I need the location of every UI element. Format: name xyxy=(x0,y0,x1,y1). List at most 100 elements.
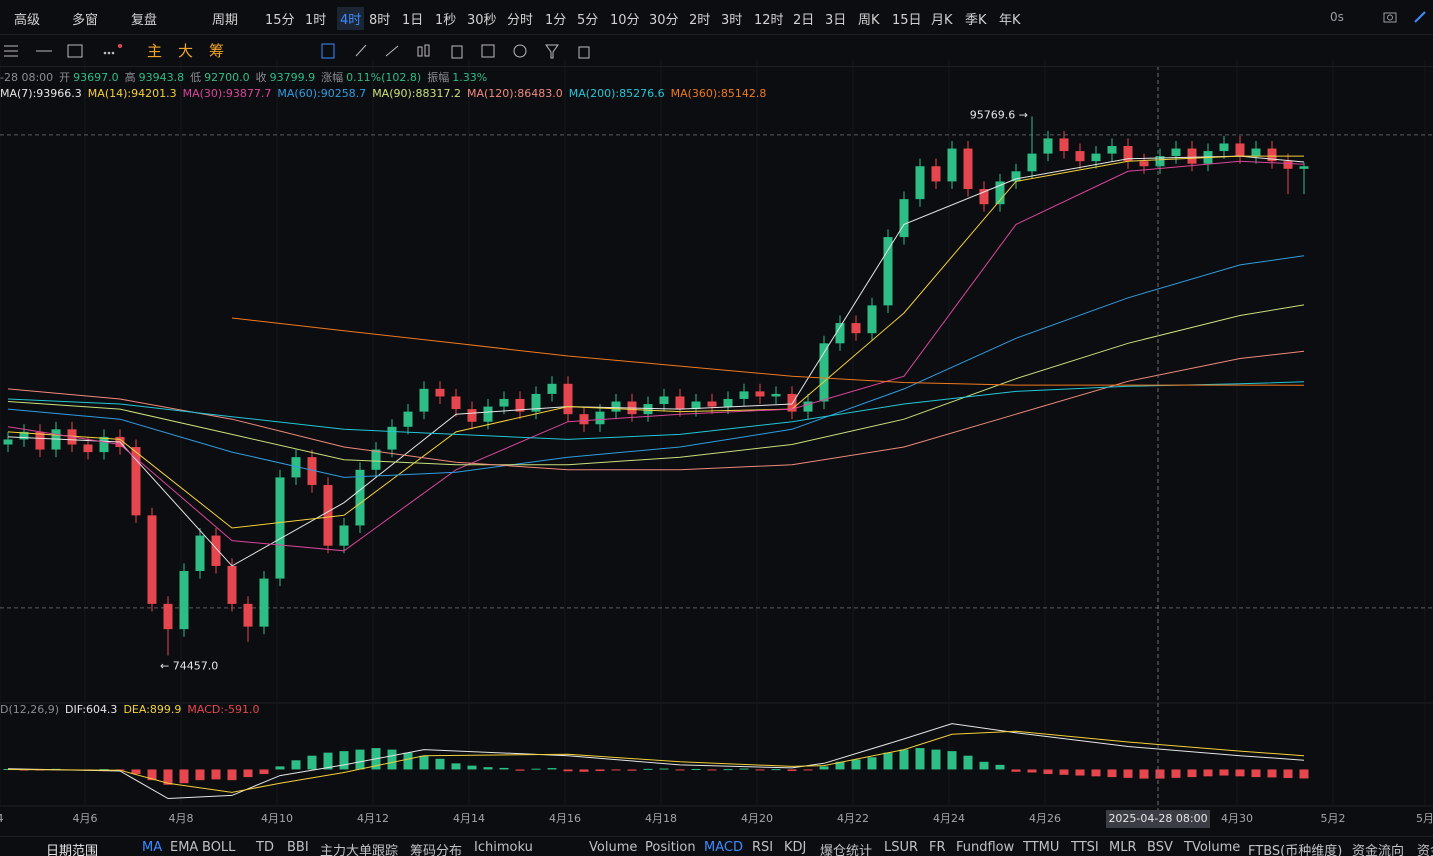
macd-bar xyxy=(787,769,797,771)
candle-body xyxy=(851,323,861,334)
period-button[interactable]: 复盘 xyxy=(131,13,158,28)
period-button[interactable]: 12时 xyxy=(754,13,784,28)
macd-bar xyxy=(499,767,509,770)
refresh-timer: 0s xyxy=(1330,10,1344,24)
indicator-button[interactable]: RSI xyxy=(752,840,774,855)
macd-bar xyxy=(611,769,621,771)
period-button[interactable]: 2时 xyxy=(689,13,711,28)
indicator-button[interactable]: 资金流向 xyxy=(1352,844,1405,856)
macd-bar xyxy=(339,751,349,770)
period-button[interactable]: 月K xyxy=(931,13,953,28)
macd-bar xyxy=(883,752,893,770)
indicator-button[interactable]: Position xyxy=(645,840,696,855)
macd-bar xyxy=(1235,769,1245,777)
overlay-toggle[interactable]: 主 xyxy=(147,42,163,60)
period-button[interactable]: 1秒 xyxy=(435,13,457,28)
macd-bar xyxy=(819,766,829,770)
period-button[interactable]: 3日 xyxy=(825,13,847,28)
period-button[interactable]: 30分 xyxy=(649,13,679,28)
period-button[interactable]: 1日 xyxy=(402,13,424,28)
indicator-button[interactable]: Fundflow xyxy=(956,840,1015,855)
candle-body xyxy=(1091,153,1101,162)
indicator-button[interactable]: 主力大单跟踪 xyxy=(320,844,399,856)
period-button[interactable]: 周K xyxy=(858,13,880,28)
x-tick-label: 4月18 xyxy=(645,812,677,825)
period-button[interactable]: 2日 xyxy=(793,13,815,28)
period-button[interactable]: 多窗 xyxy=(72,13,99,28)
indicator-button[interactable]: Volume xyxy=(589,840,638,855)
candle-body xyxy=(915,166,925,200)
period-button[interactable]: 3时 xyxy=(721,13,743,28)
candle-body xyxy=(99,436,109,453)
indicator-button[interactable]: BBI xyxy=(287,840,309,855)
period-button[interactable]: 15日 xyxy=(892,13,922,28)
period-button[interactable]: 1时 xyxy=(305,13,327,28)
macd-bar xyxy=(163,769,173,785)
period-button[interactable]: 8时 xyxy=(369,13,391,28)
candle-body xyxy=(323,484,333,546)
macd-bar xyxy=(1187,769,1197,778)
period-button[interactable]: 分时 xyxy=(507,13,534,28)
ma-line xyxy=(7,381,1305,440)
indicator-button[interactable]: FR xyxy=(929,840,946,855)
indicator-button[interactable]: EMA xyxy=(170,840,199,855)
macd-bar xyxy=(483,767,493,770)
macd-bar xyxy=(227,769,237,781)
drawing-toolbar: 主大筹 xyxy=(0,34,1433,67)
indicator-button[interactable]: FTBS(币种维度) xyxy=(1248,844,1343,856)
info-value: 93799.9 xyxy=(269,71,316,84)
macd-bar xyxy=(707,769,717,771)
candle-body xyxy=(83,444,93,453)
candle-body xyxy=(643,404,653,415)
candle-body xyxy=(3,439,13,445)
date-range[interactable]: 日期范围 xyxy=(46,844,99,856)
period-button[interactable]: 30秒 xyxy=(467,13,497,28)
indicator-button[interactable]: KDJ xyxy=(784,840,807,855)
indicator-button[interactable]: TTSI xyxy=(1071,840,1099,855)
candle-body xyxy=(499,398,509,407)
indicator-button[interactable]: BOLL xyxy=(202,840,236,855)
indicator-button[interactable]: MACD xyxy=(704,840,743,855)
period-button[interactable]: 年K xyxy=(999,13,1021,28)
camera-icon[interactable] xyxy=(1383,10,1397,24)
macd-line xyxy=(7,730,1305,793)
indicator-button[interactable]: LSUR xyxy=(884,840,919,855)
tool-icons[interactable] xyxy=(4,43,304,59)
overlay-toggle[interactable]: 大 xyxy=(178,42,194,60)
draw-icon[interactable] xyxy=(1413,10,1427,24)
overlay-toggle[interactable]: 筹 xyxy=(209,42,225,60)
candle-body xyxy=(163,603,173,630)
indicator-button[interactable]: BSV xyxy=(1147,840,1173,855)
indicator-button[interactable]: Ichimoku xyxy=(474,840,533,855)
candle-body xyxy=(291,457,301,478)
period-button[interactable]: 季K xyxy=(965,13,987,28)
indicator-button[interactable]: TD xyxy=(256,840,274,855)
indicator-button[interactable]: TVolume xyxy=(1184,840,1241,855)
period-button[interactable]: 1分 xyxy=(545,13,567,28)
candle-body xyxy=(531,393,541,412)
candle-body xyxy=(803,401,813,412)
tool-icons-right[interactable] xyxy=(320,42,600,60)
info-label: 高 xyxy=(124,71,136,84)
macd-bar xyxy=(1139,769,1149,779)
period-button[interactable]: 10分 xyxy=(610,13,640,28)
candle-body xyxy=(483,406,493,422)
macd-bar xyxy=(1299,769,1309,779)
macd-bar xyxy=(515,769,525,771)
indicator-button[interactable]: MA xyxy=(142,840,163,855)
macd-bar xyxy=(963,755,973,770)
indicator-button[interactable]: TTMU xyxy=(1023,840,1060,855)
indicator-button[interactable]: MLR xyxy=(1109,840,1137,855)
period-button[interactable]: 5分 xyxy=(577,13,599,28)
candle-body xyxy=(515,398,525,412)
candle-body xyxy=(387,426,397,450)
period-button[interactable]: 15分 xyxy=(265,13,295,28)
candle-body xyxy=(355,469,365,526)
indicator-button[interactable]: 资金 xyxy=(1417,844,1433,856)
crosshair-label-bg xyxy=(1106,810,1210,828)
indicator-button[interactable]: 爆仓统计 xyxy=(820,844,873,856)
period-button[interactable]: 4时 xyxy=(337,7,365,30)
period-button[interactable]: 周期 xyxy=(212,13,239,28)
period-button[interactable]: 高级 xyxy=(14,13,41,28)
indicator-button[interactable]: 筹码分布 xyxy=(410,844,463,856)
